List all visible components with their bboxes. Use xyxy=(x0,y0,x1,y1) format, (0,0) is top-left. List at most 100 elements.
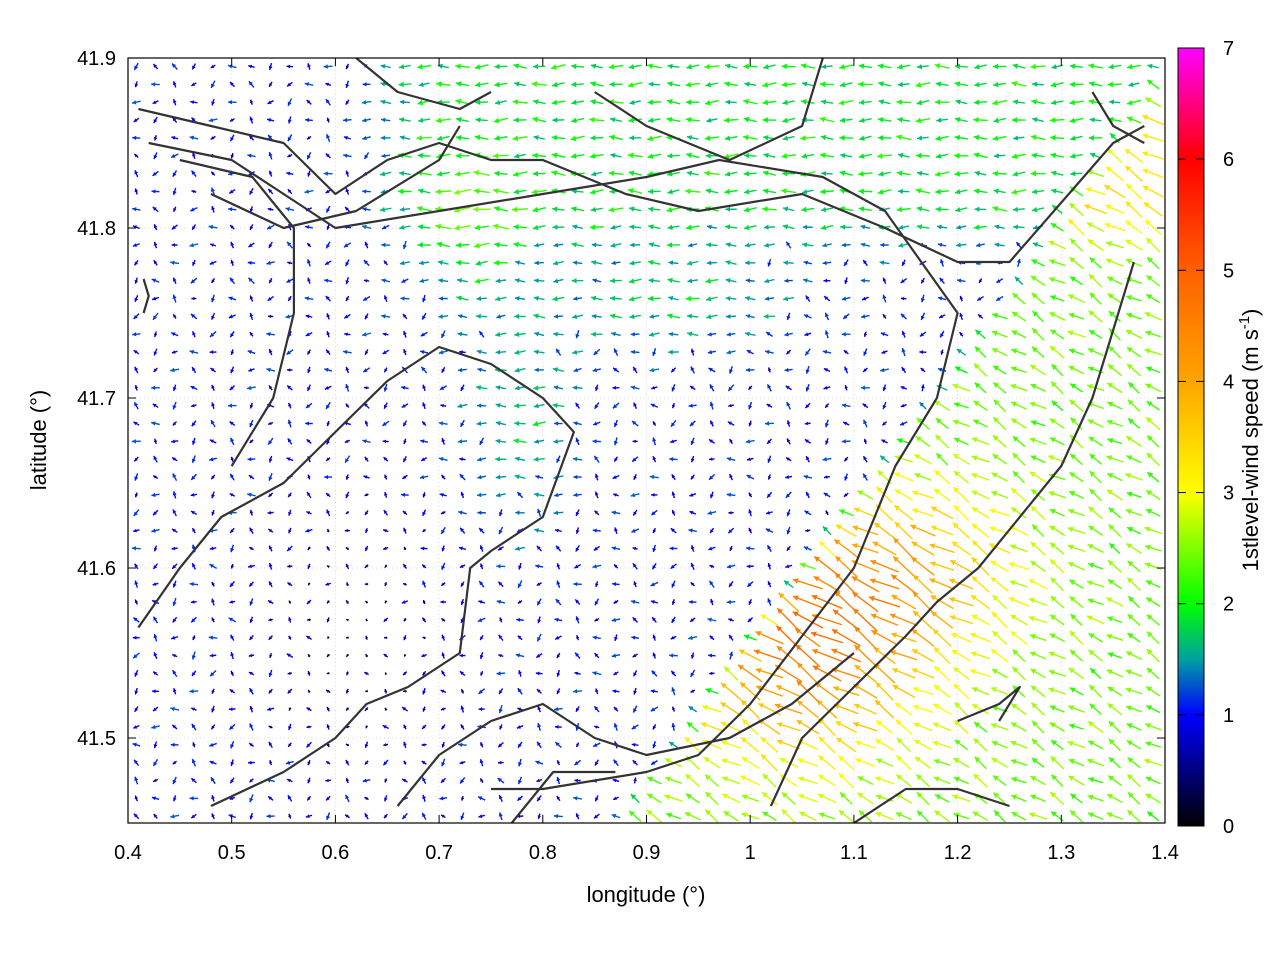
wind-arrow-head xyxy=(570,135,577,142)
wind-arrow-head xyxy=(933,758,940,765)
wind-arrow-head xyxy=(1030,364,1037,371)
wind-arrow-head xyxy=(438,421,444,426)
wind-arrow-head xyxy=(1087,239,1094,245)
wind-arrow-head xyxy=(917,135,923,141)
wind-arrow-head xyxy=(897,117,903,123)
wind-arrow-head xyxy=(416,206,423,212)
wind-arrow-head xyxy=(841,296,847,301)
wind-arrow-head xyxy=(441,368,446,373)
wind-arrow-head xyxy=(974,206,980,212)
wind-arrow-head xyxy=(498,812,503,817)
wind-arrow-head xyxy=(326,422,330,427)
wind-arrow-head xyxy=(896,755,903,762)
wind-arrow-head xyxy=(690,689,694,693)
wind-arrow-head xyxy=(513,241,520,248)
wind-arrow-head xyxy=(286,278,291,283)
wind-arrow-head xyxy=(419,474,425,480)
wind-arrow-head xyxy=(534,260,539,266)
wind-arrow-head xyxy=(192,261,196,266)
wind-arrow-head xyxy=(840,224,846,230)
wind-arrow-head xyxy=(708,546,713,551)
wind-arrow-head xyxy=(403,330,407,335)
wind-arrow-head xyxy=(454,224,460,231)
wind-arrow-head xyxy=(306,99,311,104)
wind-arrow-head xyxy=(532,99,539,105)
wind-arrow-head xyxy=(229,189,234,194)
wind-arrow-head xyxy=(875,682,882,689)
wind-arrow-head xyxy=(230,259,235,264)
wind-arrow-head xyxy=(383,457,388,461)
wind-arrow-head xyxy=(532,170,538,177)
wind-arrow-head xyxy=(896,438,903,444)
wind-arrow-head xyxy=(436,171,443,177)
wind-arrow-head xyxy=(457,278,463,284)
wind-arrow-head xyxy=(455,63,461,70)
wind-arrow-head xyxy=(171,63,177,68)
wind-arrow-head xyxy=(743,98,749,105)
wind-arrow-head xyxy=(993,382,1000,389)
colorbar-tick-label: 0 xyxy=(1223,816,1234,838)
wind-arrow-head xyxy=(992,99,999,106)
wind-arrow-head xyxy=(1088,63,1095,69)
wind-arrow-head xyxy=(1086,615,1093,621)
x-tick-label: 1.3 xyxy=(1047,842,1075,864)
wind-arrow-head xyxy=(707,332,712,337)
wind-arrow-head xyxy=(954,152,960,159)
wind-arrow-head xyxy=(609,278,615,284)
wind-arrow-head xyxy=(210,187,215,192)
wind-arrow-head xyxy=(422,671,426,676)
wind-arrow-head xyxy=(1032,224,1038,230)
wind-arrow-head xyxy=(515,296,520,301)
wind-arrow-head xyxy=(776,722,783,728)
wind-arrow-head xyxy=(152,403,157,408)
wind-arrow-head xyxy=(532,116,539,123)
wind-arrow-head xyxy=(590,99,596,105)
wind-arrow-head xyxy=(454,171,461,177)
wind-arrow-head xyxy=(1011,812,1018,818)
wind-arrow-head xyxy=(556,760,561,764)
wind-arrow-head xyxy=(536,545,541,550)
wind-arrow-head xyxy=(592,439,597,444)
wind-arrow-head xyxy=(610,153,616,159)
wind-arrow-head xyxy=(881,439,886,444)
wind-arrow-head xyxy=(878,99,885,105)
wind-arrow-head xyxy=(670,564,675,569)
wind-arrow-head xyxy=(648,206,654,212)
wind-arrow-head xyxy=(420,546,425,551)
wind-arrow-head xyxy=(421,743,425,747)
wind-arrow-head xyxy=(935,135,942,142)
wind-arrow-head xyxy=(456,295,462,301)
wind-arrow-head xyxy=(458,367,463,373)
wind-arrow-head xyxy=(1088,366,1094,372)
wind-arrow-head xyxy=(417,63,423,70)
wind-arrow-head xyxy=(877,470,884,477)
wind-arrow-head xyxy=(247,153,252,158)
wind-arrow-head xyxy=(1107,81,1114,88)
wind-arrow-head xyxy=(403,349,407,353)
wind-arrow-head xyxy=(1144,723,1151,729)
wind-arrow-head xyxy=(930,595,937,601)
wind-arrow-head xyxy=(1126,312,1133,319)
wind-arrow-head xyxy=(1031,188,1038,195)
wind-arrow-head xyxy=(819,541,826,547)
wind-arrow-head xyxy=(570,153,577,159)
wind-arrow-head xyxy=(516,617,521,622)
wind-arrow-head xyxy=(1125,705,1132,711)
wind-arrow-head xyxy=(153,475,157,479)
wind-arrow-head xyxy=(537,723,542,728)
wind-arrow-head xyxy=(324,278,329,283)
wind-arrow-head xyxy=(365,601,369,604)
wind-arrow-head xyxy=(1142,185,1149,191)
wind-arrow-head xyxy=(882,404,887,410)
wind-arrow-head xyxy=(1048,455,1055,461)
wind-arrow-head xyxy=(480,778,484,782)
wind-arrow-head xyxy=(457,314,463,319)
wind-arrow-head xyxy=(608,63,615,70)
wind-arrow-head xyxy=(441,582,445,586)
wind-arrow-head xyxy=(595,688,599,693)
wind-arrow-head xyxy=(455,81,462,87)
wind-arrow-head xyxy=(287,189,292,193)
wind-arrow-head xyxy=(230,565,234,569)
wind-arrow-head xyxy=(896,170,903,177)
wind-arrow-head xyxy=(930,561,937,567)
